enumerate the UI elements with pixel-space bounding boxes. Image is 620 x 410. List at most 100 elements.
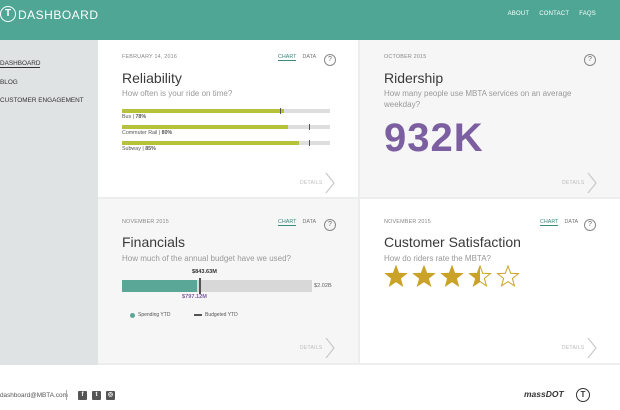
footer-divider	[66, 390, 67, 400]
financials-card: NOVEMBER 2015 CHART DATA ? Financials Ho…	[98, 199, 358, 363]
contact-email-link[interactable]: dashboard@MBTA.com	[0, 392, 68, 399]
tab-data[interactable]: DATA	[564, 219, 579, 225]
ridership-value: 932K	[384, 116, 484, 160]
target-marker	[309, 124, 311, 130]
card-subtitle: How much of the annual budget have we us…	[122, 254, 292, 263]
view-tabs: CHART DATA	[278, 219, 316, 226]
top-nav: ABOUT CONTACT FAQS	[508, 11, 596, 17]
satisfaction-card: NOVEMBER 2015 CHART DATA ? Customer Sati…	[360, 199, 620, 363]
reliability-card: FEBRUARY 14, 2016 CHART DATA ? Reliabili…	[98, 40, 358, 197]
details-label: DETAILS	[300, 345, 323, 351]
help-icon[interactable]: ?	[584, 54, 596, 66]
card-title: Customer Satisfaction	[384, 234, 521, 250]
bar-fill	[122, 125, 289, 129]
target-marker	[309, 140, 311, 146]
separator: |	[140, 146, 146, 152]
star-icon	[412, 265, 436, 288]
twitter-icon[interactable]: t	[92, 391, 101, 400]
reliability-label-bus: Bus | 78%	[122, 114, 146, 120]
card-date: OCTOBER 2015	[384, 54, 427, 60]
view-tabs: CHART DATA	[540, 219, 578, 226]
mode-value: 85%	[145, 146, 156, 152]
budgeted-value-label: $797.12M	[182, 294, 207, 300]
details-link[interactable]: DETAILS	[562, 337, 597, 359]
spending-value-label: $843.63M	[192, 269, 217, 275]
top-bar: T DASHBOARD ABOUT CONTACT FAQS	[0, 0, 620, 40]
card-title: Reliability	[122, 70, 182, 86]
card-title: Financials	[122, 234, 186, 250]
help-icon[interactable]: ?	[324, 54, 336, 66]
facebook-icon[interactable]: f	[78, 391, 87, 400]
nav-faqs-link[interactable]: FAQS	[579, 11, 596, 17]
card-date: NOVEMBER 2015	[122, 219, 169, 225]
legend-label: Budgeted YTD	[205, 312, 238, 318]
legend-dot	[130, 312, 135, 318]
reliability-label-commuter-rail: Commuter Rail | 80%	[122, 130, 172, 136]
star-icon	[440, 265, 464, 288]
details-label: DETAILS	[562, 345, 585, 351]
reliability-bar-commuter-rail	[122, 124, 330, 130]
mode-name: Commuter Rail	[122, 130, 158, 136]
chevron-right-icon	[325, 337, 335, 359]
nav-contact-link[interactable]: CONTACT	[539, 11, 570, 17]
details-link[interactable]: DETAILS	[300, 337, 335, 359]
card-subtitle: How often is your ride on time?	[122, 89, 233, 98]
star-rating	[384, 265, 520, 288]
total-budget-label: $2.02B	[314, 283, 332, 289]
help-icon[interactable]: ?	[324, 219, 336, 231]
footer: dashboard@MBTA.com f t ◎ massDOT T	[0, 365, 620, 410]
mode-name: Subway	[122, 146, 141, 152]
ridership-card: OCTOBER 2015 ? Ridership How many people…	[360, 40, 620, 197]
star-icon	[496, 265, 520, 288]
bar-fill	[122, 141, 299, 145]
card-subtitle: How do riders rate the MBTA?	[384, 254, 492, 263]
legend-line	[194, 314, 202, 316]
details-label: DETAILS	[300, 180, 323, 186]
mode-value: 80%	[161, 130, 173, 136]
spending-fill	[122, 280, 198, 292]
brand-title[interactable]: DASHBOARD	[18, 8, 99, 22]
legend-spending: Spending YTD	[130, 312, 170, 318]
tab-chart[interactable]: CHART	[278, 54, 297, 61]
details-label: DETAILS	[562, 180, 585, 186]
chevron-right-icon	[587, 337, 597, 359]
separator: |	[157, 130, 162, 136]
tab-chart[interactable]: CHART	[540, 219, 559, 226]
sidebar-item-blog[interactable]: BLOG	[0, 79, 18, 86]
sidebar-item-customer-engagement[interactable]: CUSTOMER ENGAGEMENT	[0, 97, 84, 104]
legend-label: Spending YTD	[138, 312, 171, 318]
subtitle-line: How many people use MBTA services on an …	[384, 89, 572, 98]
sidebar: DASHBOARD BLOG CUSTOMER ENGAGEMENT	[0, 40, 98, 365]
chevron-right-icon	[325, 172, 335, 194]
massdot-logo: massDOT	[524, 389, 564, 399]
star-icon	[468, 265, 492, 288]
mbta-footer-logo-icon: T	[576, 388, 590, 402]
separator: |	[131, 114, 136, 120]
nav-about-link[interactable]: ABOUT	[507, 11, 530, 17]
target-marker	[280, 108, 282, 114]
card-date: NOVEMBER 2015	[384, 219, 431, 225]
tab-chart[interactable]: CHART	[278, 219, 297, 226]
tab-data[interactable]: DATA	[302, 219, 317, 225]
star-icon	[384, 265, 408, 288]
card-date: FEBRUARY 14, 2016	[122, 54, 178, 60]
bar-fill	[122, 109, 285, 113]
card-subtitle: How many people use MBTA services on an …	[384, 88, 572, 110]
instagram-icon[interactable]: ◎	[106, 391, 115, 400]
tab-data[interactable]: DATA	[302, 54, 317, 60]
legend-budgeted: Budgeted YTD	[194, 312, 238, 318]
mode-value: 78%	[135, 114, 147, 120]
reliability-bar-bus	[122, 108, 330, 114]
details-link[interactable]: DETAILS	[562, 172, 597, 194]
help-icon[interactable]: ?	[584, 219, 596, 231]
mbta-logo-icon[interactable]: T	[0, 6, 16, 22]
reliability-label-subway: Subway | 85%	[122, 146, 156, 152]
view-tabs: CHART DATA	[278, 54, 316, 61]
details-link[interactable]: DETAILS	[300, 172, 335, 194]
budgeted-marker	[198, 278, 201, 294]
card-title: Ridership	[384, 70, 444, 86]
mode-name: Bus	[122, 114, 132, 120]
sidebar-item-dashboard[interactable]: DASHBOARD	[0, 60, 41, 68]
chevron-right-icon	[587, 172, 597, 194]
reliability-bar-subway	[122, 140, 330, 146]
